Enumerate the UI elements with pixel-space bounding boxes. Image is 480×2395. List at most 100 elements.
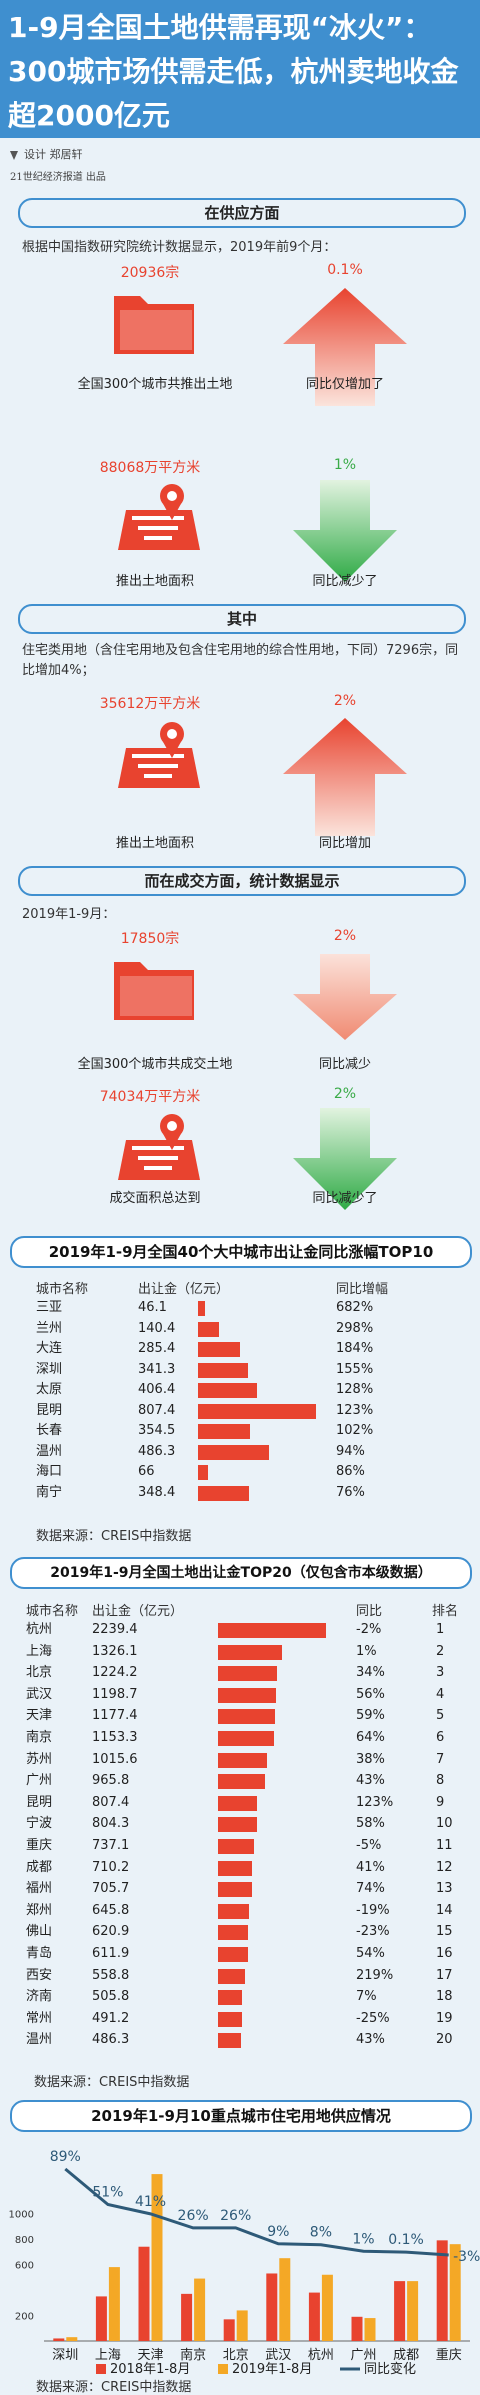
top20-bar — [218, 1882, 253, 1898]
among-area-value: 35612万平方米 — [99, 696, 201, 712]
top20-row: 郑州 645.8 -19% 14 — [0, 1901, 480, 1922]
top20-bar — [218, 1947, 248, 1962]
legend-label-line: 同比变化 — [364, 2361, 416, 2377]
supply-count-value: 20936宗 — [120, 265, 180, 281]
top20-change: 54% — [356, 1946, 385, 1961]
supply-area-value: 88068万平方米 — [99, 460, 201, 476]
top20-bar — [218, 1903, 250, 1919]
supply-bar-line-chart: 200 600 800 1000 深圳 上海 天津 南京 北京 武汉 杭州 广州 成都 重庆 89% 51% 4… — [9, 2149, 480, 2395]
yoy-data-label: 89% — [50, 2149, 81, 2165]
top20-bar — [218, 1839, 254, 1854]
top20-city: 武汉 — [26, 1686, 53, 1702]
top10-city: 兰州 — [36, 1320, 63, 1336]
land-map-pin-icon — [118, 484, 200, 550]
top20-bar — [218, 1752, 267, 1768]
top20-row: 南京 1153.3 64% 6 — [0, 1728, 480, 1749]
header-banner — [0, 0, 480, 138]
top20-city: 上海 — [26, 1643, 53, 1659]
top20-source: 数据来源：CREIS中指数据 — [34, 2075, 190, 2090]
top20-rank: 13 — [436, 1881, 453, 1897]
top20-change: -2% — [356, 1622, 382, 1637]
yoy-data-label: 41% — [135, 2194, 166, 2210]
top10-row: 深圳 341.3 155% — [0, 1360, 480, 1381]
top20-rank: 18 — [436, 1989, 453, 2005]
supply-area-change: 1% — [333, 457, 357, 473]
top20-bar — [218, 2033, 242, 2049]
deal-area-change-label: 同比减少了 — [312, 1191, 378, 1206]
top20-bar — [218, 1709, 275, 1725]
top20-change: 38% — [356, 1751, 385, 1767]
top10-title: 2019年1-9月全国40个大中城市出让金同比涨幅TOP10 — [48, 1243, 434, 1261]
x-tick-label: 重庆 — [436, 2347, 462, 2363]
top20-value: 1224.2 — [92, 1665, 138, 1681]
design-credit: 设计 郑居轩 — [10, 146, 83, 162]
top20-city: 杭州 — [26, 1622, 53, 1637]
top10-title-bar: 2019年1-9月全国40个大中城市出让金同比涨幅TOP10 — [10, 1236, 472, 1268]
top20-value: 965.8 — [92, 1773, 130, 1789]
top20-value: 705.7 — [92, 1881, 130, 1897]
bar-2019 — [364, 2318, 376, 2341]
top20-row: 杭州 2239.4 -2% 1 — [0, 1620, 480, 1641]
land-map-pin-icon — [118, 722, 200, 788]
top20-row: 上海 1326.1 1% 2 — [0, 1642, 480, 1663]
legend-label-2019: 2019年1-8月 — [232, 2362, 312, 2377]
top20-rank: 3 — [436, 1665, 445, 1681]
top20-bar — [218, 1774, 265, 1790]
top10-value: 807.4 — [138, 1402, 176, 1418]
top10-city: 三亚 — [36, 1300, 63, 1315]
top20-row: 常州 491.2 -25% 19 — [0, 2009, 480, 2030]
top10-row: 长春 354.5 102% — [0, 1421, 480, 1442]
top20-header-rank: 排名 — [432, 1604, 459, 1619]
bar-2018 — [266, 2273, 278, 2341]
top10-change: 298% — [336, 1320, 374, 1336]
top20-rank: 9 — [436, 1794, 445, 1810]
top20-city: 昆明 — [26, 1794, 53, 1810]
top10-city: 昆明 — [36, 1402, 63, 1418]
top10-value: 406.4 — [138, 1382, 176, 1397]
supply-count-label: 全国300个城市共推出土地 — [77, 377, 233, 392]
top20-row: 武汉 1198.7 56% 4 — [0, 1685, 480, 1706]
among-intro: 住宅类用地（含住宅用地及包含住宅用地的综合性用地，下同）7296宗，同比增加4%… — [22, 643, 459, 678]
top10-value: 285.4 — [138, 1341, 176, 1356]
top20-change: 123% — [356, 1794, 394, 1810]
top20-rank: 19 — [436, 2010, 453, 2026]
x-tick-label: 杭州 — [308, 2348, 334, 2363]
top20-row: 苏州 1015.6 38% 7 — [0, 1750, 480, 1771]
top20-row: 重庆 737.1 -5% 11 — [0, 1836, 480, 1857]
top10-city: 太原 — [36, 1382, 63, 1397]
yoy-data-label: 0.1% — [388, 2232, 424, 2248]
top20-value: 807.4 — [92, 1794, 130, 1810]
top10-value: 354.5 — [138, 1423, 176, 1438]
top20-value: 645.8 — [92, 1902, 130, 1918]
top20-header-value: 出让金（亿元） — [92, 1604, 184, 1619]
top20-bar — [218, 2011, 242, 2027]
top20-rank: 1 — [436, 1622, 445, 1637]
among-area-change-label: 同比增加 — [318, 836, 371, 851]
page-title: 1-9月全国土地供需再现“冰火”：300城市场供需走低，杭州卖地收金超2000亿… — [8, 11, 459, 132]
top10-header-value: 出让金（亿元） — [138, 1282, 230, 1297]
section-supply-header: 在供应方面 — [18, 198, 466, 228]
x-tick-label: 天津 — [137, 2348, 163, 2363]
top20-bar — [218, 1925, 248, 1941]
faded-down-arrow-icon — [293, 954, 397, 1040]
top10-bar — [198, 1321, 219, 1337]
yoy-data-label: 8% — [310, 2225, 332, 2241]
top20-rank: 20 — [436, 2032, 453, 2048]
top20-bar — [218, 1731, 274, 1746]
supply-count-change-label: 同比仅增加了 — [305, 377, 384, 392]
bar-2019 — [236, 2310, 248, 2341]
top20-row: 成都 710.2 41% 12 — [0, 1858, 480, 1879]
top20-value: 505.8 — [92, 1989, 130, 2005]
supply-intro: 根据中国指数研究院统计数据显示，2019年前9个月： — [22, 240, 337, 255]
top20-bar — [218, 1968, 245, 1984]
folder-icon — [114, 296, 194, 354]
top20-change: 59% — [356, 1708, 385, 1724]
deal-intro: 2019年1-9月： — [22, 907, 116, 922]
yoy-data-label: 26% — [220, 2208, 251, 2224]
y-tick-label: 1000 — [9, 2210, 34, 2221]
top20-title-bar: 2019年1-9月全国土地出让金TOP20（仅包含市本级数据） — [10, 1557, 472, 1589]
top10-header-row: 城市名称 出让金（亿元） 同比增幅 — [0, 1278, 480, 1298]
top10-row: 三亚 46.1 682% — [0, 1298, 480, 1319]
x-tick-label: 南京 — [180, 2347, 206, 2363]
top20-city: 天津 — [26, 1708, 53, 1724]
